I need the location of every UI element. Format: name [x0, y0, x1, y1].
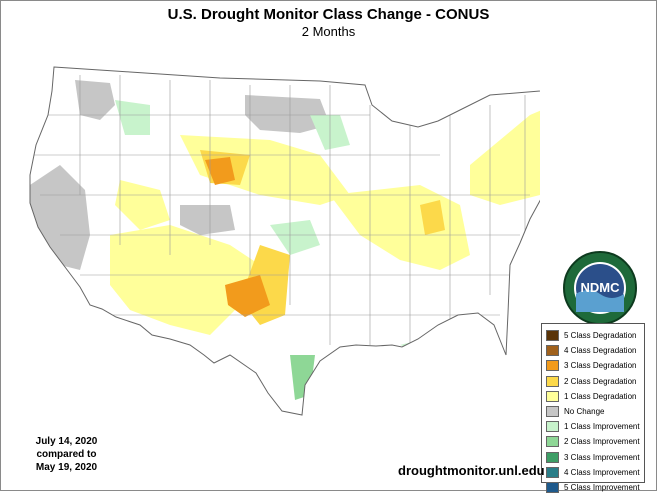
- conus-outline: [29, 66, 540, 416]
- region-2class-ohio: [420, 200, 445, 235]
- legend-item: 5 Class Improvement: [546, 480, 640, 495]
- legend-label: 4 Class Improvement: [564, 467, 640, 477]
- region-3class-wyoming: [205, 157, 235, 185]
- legend-swatch: [546, 390, 559, 402]
- date-current: July 14, 2020: [35, 436, 98, 447]
- legend-label: 1 Class Improvement: [564, 422, 640, 432]
- date-compared-to: compared to: [36, 449, 97, 460]
- legend-item: 1 Class Improvement: [546, 419, 640, 434]
- legend-swatch: [546, 466, 559, 478]
- legend-label: 2 Class Improvement: [564, 437, 640, 447]
- ndmc-logo: NDMC: [563, 251, 637, 325]
- legend-item: 5 Class Degradation: [546, 328, 640, 343]
- legend-label: 3 Class Improvement: [564, 452, 640, 462]
- legend-item: 4 Class Degradation: [546, 343, 640, 358]
- region-yellow-great-basin: [115, 180, 170, 230]
- region-gray-washington: [75, 80, 115, 120]
- region-yellow-southwest: [110, 225, 260, 335]
- legend-swatch: [546, 375, 559, 387]
- legend-label: No Change: [564, 407, 605, 417]
- date-previous: May 19, 2020: [35, 462, 98, 473]
- region-improve-gulf-florida: [400, 335, 500, 415]
- legend: 5 Class Degradation 4 Class Degradation 3 …: [541, 323, 645, 493]
- region-yellow-northeast: [470, 100, 540, 205]
- legend-label: 2 Class Degradation: [564, 376, 637, 386]
- legend-label: 4 Class Degradation: [564, 346, 637, 356]
- state-boundaries: [30, 75, 530, 345]
- region-improve-idaho: [115, 100, 150, 135]
- region-gray-colorado: [180, 205, 235, 235]
- legend-item: 3 Class Improvement: [546, 450, 640, 465]
- source-url: droughtmonitor.unl.edu: [398, 463, 545, 478]
- logo-text: NDMC: [581, 280, 621, 295]
- legend-item: 2 Class Improvement: [546, 434, 640, 449]
- conus-map: [29, 66, 540, 416]
- legend-label: 1 Class Degradation: [564, 391, 637, 401]
- legend-swatch: [546, 436, 559, 448]
- legend-item: No Change: [546, 404, 640, 419]
- legend-label: 3 Class Degradation: [564, 361, 637, 371]
- legend-item: 1 Class Degradation: [546, 389, 640, 404]
- legend-swatch: [546, 406, 559, 418]
- legend-swatch: [546, 360, 559, 372]
- legend-swatch: [546, 421, 559, 433]
- region-3class-texas: [225, 275, 270, 317]
- map-title: U.S. Drought Monitor Class Change - CONU…: [167, 6, 490, 23]
- legend-item: 2 Class Degradation: [546, 374, 640, 389]
- region-improve-kansas: [270, 220, 320, 255]
- region-gray-montana: [245, 95, 330, 133]
- region-improve-south-florida: [485, 375, 500, 415]
- legend-swatch: [546, 345, 559, 357]
- map-subtitle: 2 Months: [301, 24, 356, 39]
- date-comparison: July 14, 2020 compared to May 19, 2020: [24, 435, 109, 474]
- legend-swatch: [546, 481, 559, 493]
- legend-label: 5 Class Improvement: [564, 482, 640, 492]
- legend-swatch: [546, 451, 559, 463]
- legend-label: 5 Class Degradation: [564, 331, 637, 341]
- legend-item: 3 Class Degradation: [546, 358, 640, 373]
- drought-change-regions: [30, 67, 540, 415]
- legend-swatch: [546, 330, 559, 342]
- region-gray-california-nevada: [30, 165, 90, 270]
- legend-item: 4 Class Improvement: [546, 465, 640, 480]
